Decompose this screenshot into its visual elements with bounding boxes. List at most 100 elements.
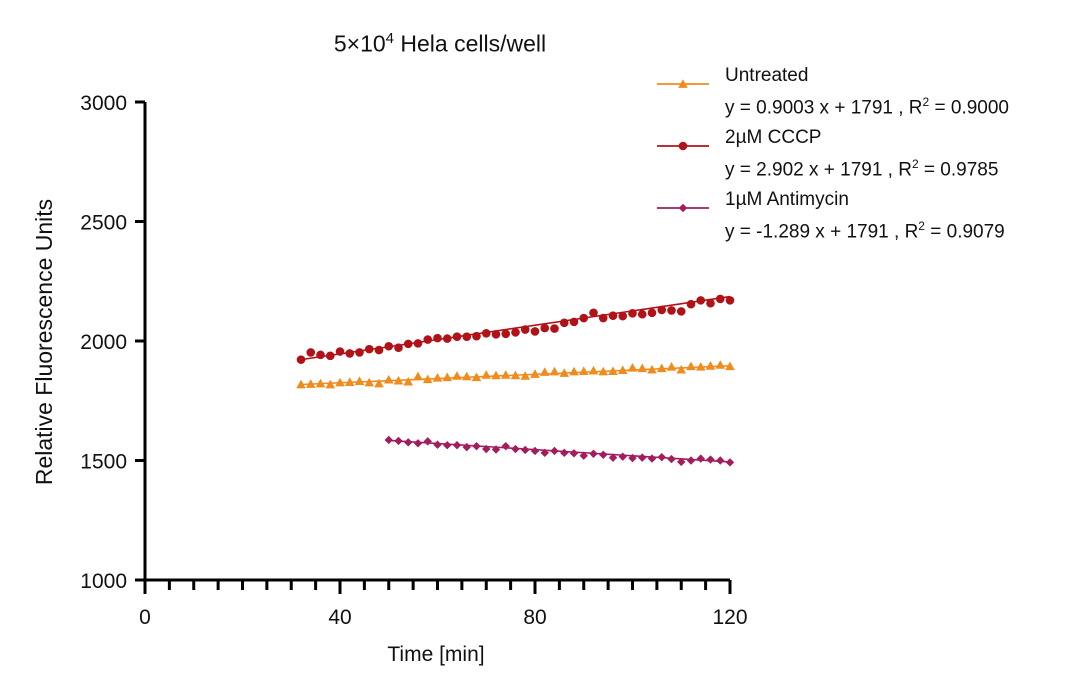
data-point [686,361,696,371]
data-point [608,311,618,320]
data-point [442,372,453,382]
data-point [715,294,725,304]
data-point [345,349,355,358]
data-point [628,308,637,318]
data-point [325,379,336,389]
data-point [715,360,726,369]
data-point [335,347,345,356]
data-point [511,328,520,337]
data-point [452,441,462,450]
data-point [510,370,521,380]
data-point [413,439,423,448]
data-point [364,377,375,387]
data-point [374,378,384,388]
data-point [676,364,687,374]
data-point [452,371,462,380]
data-point [315,378,326,388]
data-point [452,332,462,341]
chart-title: 5×104 Hela cells/well [250,30,630,58]
data-point [647,308,657,318]
data-point [598,366,609,376]
series-0 [296,360,735,389]
x-tick-label: 40 [328,606,351,629]
data-point [559,318,569,328]
data-point [716,456,725,465]
data-point [656,363,667,373]
legend-series-name: 2µM CCCP [725,127,822,148]
data-point [549,366,560,376]
data-point [638,453,647,462]
data-point [491,330,501,339]
axes: 1000 1500 2000 2500 3000 0 40 80 120 [80,92,747,629]
data-point [423,335,433,344]
data-point [520,325,530,334]
legend-swatch-cccp [657,141,709,151]
y-tick-label: 3000 [80,92,127,115]
data-point [666,362,677,371]
series-1 [296,294,735,364]
data-point [569,366,579,376]
data-point [725,458,735,467]
data-point [305,379,316,388]
legend-equation: y = 2.902 x + 1791 , R2 = 0.9785 [725,151,998,183]
legend-entry-antimycin: 1µM Antimycin y = -1.289 x + 1791 , R2 =… [655,186,1065,248]
legend-text-untreated: Untreated y = 0.9003 x + 1791 , R2 = 0.9… [725,62,1009,121]
data-point [501,441,510,451]
data-point [325,351,335,361]
data-point [617,365,628,374]
legend-equation: y = 0.9003 x + 1791 , R2 = 0.9000 [725,89,1009,121]
data-point [588,365,599,375]
legend-equation-prefix: y = -1.289 x + 1791 , R [725,221,919,243]
data-point [404,438,413,447]
data-point [657,452,666,462]
data-point [316,350,325,360]
data-point [462,442,471,452]
legend-series-name: 1µM Antimycin [725,189,849,210]
legend-series-name: Untreated [725,65,809,86]
data-point [521,445,530,455]
data-point [501,329,511,339]
data-point [579,313,589,323]
data-point [394,436,403,446]
legend-equation-suffix: = 0.9079 [924,221,1005,243]
y-tick-label: 2000 [80,331,127,354]
data-point [472,441,481,451]
data-point [384,435,393,445]
y-tick-label: 2500 [80,212,127,235]
data-point [569,449,579,458]
data-point [706,455,715,464]
data-point [657,305,667,315]
legend-entry-untreated: Untreated y = 0.9003 x + 1791 , R2 = 0.9… [655,62,1065,124]
data-point [306,348,316,357]
data-point [481,370,492,379]
chart-title-suffix: Hela cells/well [394,30,547,57]
data-point [608,453,618,462]
data-point [354,376,365,385]
legend: Untreated y = 0.9003 x + 1791 , R2 = 0.9… [655,62,1065,248]
data-point [355,348,364,357]
y-axis-label: Relative Fluorescence Units [31,199,57,485]
data-point [433,333,442,343]
y-tick-label: 1000 [80,570,127,593]
data-point [696,454,705,463]
legend-equation-sup: 2 [918,219,925,233]
chart-title-superscript: 4 [385,30,395,47]
data-point [627,362,638,372]
data-point [471,372,482,382]
data-point [491,445,501,454]
data-point [442,334,452,343]
data-point [589,308,598,318]
data-point [667,306,676,315]
data-point [579,451,588,460]
data-point [539,367,550,376]
x-axis-label: Time [min] [387,643,484,666]
data-point [578,366,589,375]
data-point [637,309,647,319]
y-tick-label: 1500 [80,451,127,474]
data-point [589,449,598,459]
data-point [482,444,491,454]
legend-entry-cccp: 2µM CCCP y = 2.902 x + 1791 , R2 = 0.978… [655,124,1065,186]
legend-marker [678,141,688,151]
x-tick-label: 120 [712,606,747,629]
